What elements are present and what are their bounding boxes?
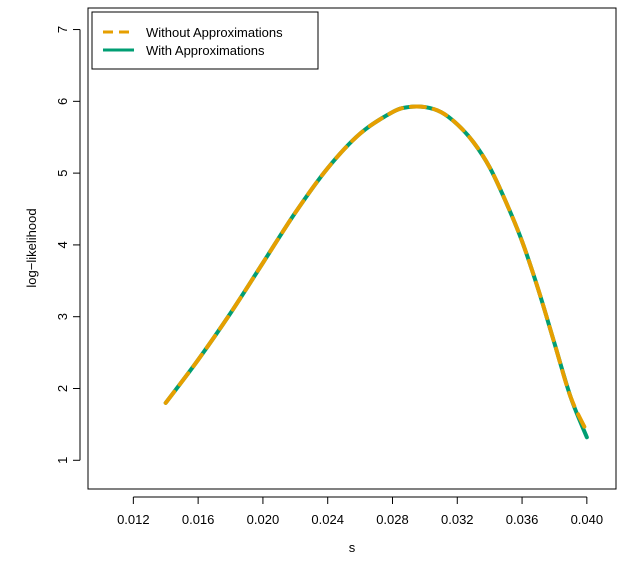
y-axis-title: log−likelihood — [24, 208, 39, 287]
x-tick-label: 0.024 — [311, 512, 344, 527]
legend-label-with-approximations: With Approximations — [146, 43, 265, 58]
series-line-without-approximations — [163, 104, 589, 434]
x-tick-label: 0.040 — [571, 512, 604, 527]
y-tick-label: 3 — [55, 313, 70, 320]
x-axis-title: s — [349, 540, 356, 555]
legend-label-without-approximations: Without Approximations — [146, 25, 283, 40]
y-tick-label: 1 — [55, 457, 70, 464]
series-line-with-approximations — [163, 104, 589, 440]
y-tick-label: 6 — [55, 98, 70, 105]
x-tick-label: 0.012 — [117, 512, 150, 527]
x-axis: 0.012 0.016 0.020 0.024 0.028 0.032 0.036 0.040 — [117, 496, 604, 527]
y-tick-label: 4 — [55, 241, 70, 248]
series-layer — [163, 104, 589, 440]
x-tick-label: 0.036 — [506, 512, 539, 527]
y-tick-label: 2 — [55, 385, 70, 392]
plot-frame — [87, 7, 617, 490]
y-axis: 1 2 3 4 5 6 7 — [55, 26, 81, 464]
x-tick-label: 0.020 — [247, 512, 280, 527]
legend-box — [91, 11, 319, 70]
y-tick-label: 7 — [55, 26, 70, 33]
y-tick-label: 5 — [55, 170, 70, 177]
x-tick-label: 0.016 — [182, 512, 215, 527]
x-tick-label: 0.028 — [376, 512, 409, 527]
x-tick-label: 0.032 — [441, 512, 474, 527]
legend: Without Approximations With Approximatio… — [91, 11, 319, 70]
